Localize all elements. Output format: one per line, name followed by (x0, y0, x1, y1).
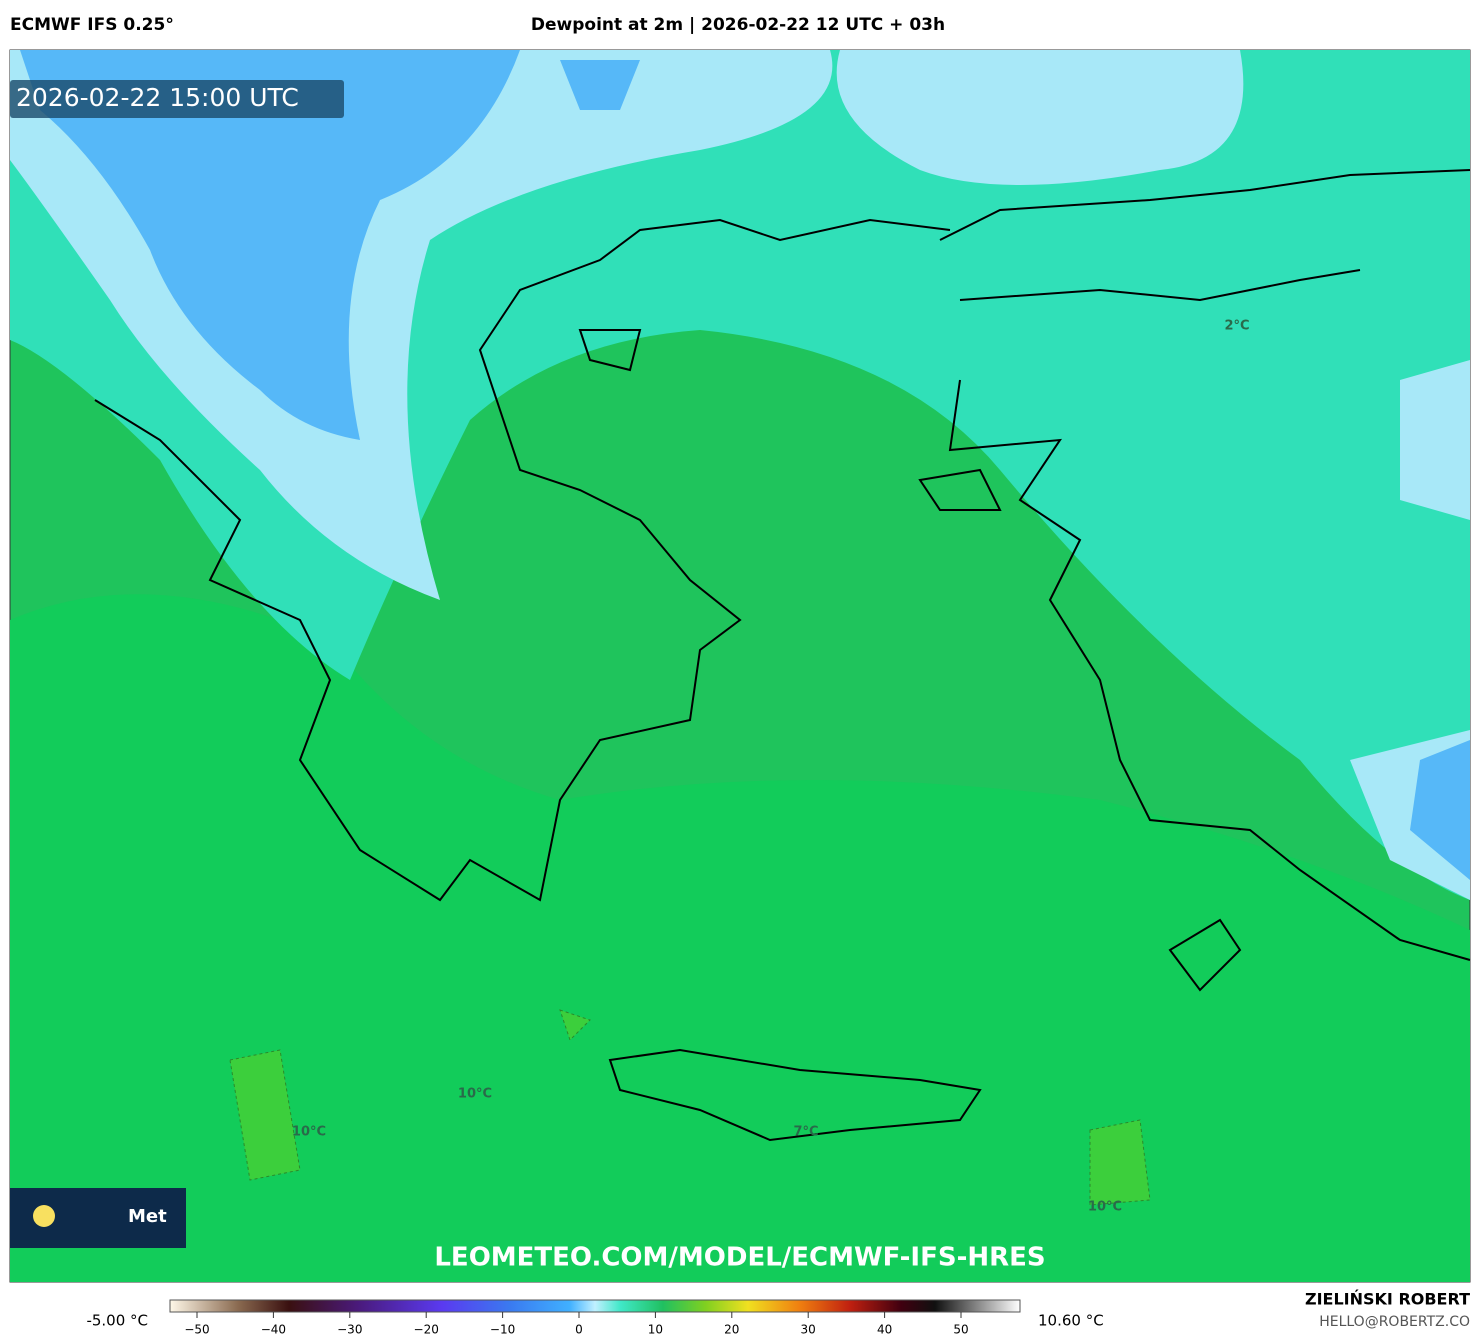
coastlines (94, 169, 1471, 1142)
contour-label: 10°C (1088, 1200, 1122, 1215)
colorbar-tick-label: 50 (953, 1323, 968, 1337)
map-title: Dewpoint at 2m | 2026-02-22 12 UTC + 03h (531, 15, 945, 35)
colorbar-tick-label: −30 (337, 1323, 362, 1337)
contour-label: 10°C (292, 1125, 326, 1140)
colorbar-tick-label: −50 (184, 1323, 209, 1337)
credit-name: ZIELIŃSKI ROBERT (1305, 1290, 1470, 1309)
colorbar (169, 1299, 1021, 1313)
credit-email: HELLO@ROBERTZ.CO (1319, 1314, 1470, 1330)
watermark: LEOMETEO.COM/MODEL/ECMWF-IFS-HRES (434, 1243, 1045, 1273)
model-name: ECMWF IFS 0.25° (10, 15, 174, 35)
colorbar-tick-label: −20 (414, 1323, 439, 1337)
region-blue (20, 50, 1470, 880)
colorbar-tick-label: −10 (490, 1323, 515, 1337)
colorbar-tick-label: 0 (575, 1323, 583, 1337)
logo-text: Met (128, 1206, 167, 1227)
contour-label: 7°C (793, 1125, 818, 1140)
region-light-blue (10, 50, 1470, 900)
colorbar-tick-label: 20 (724, 1323, 739, 1337)
colorbar-tick-label: 10 (648, 1323, 663, 1337)
logo-sun (33, 1205, 55, 1227)
region-green (10, 594, 1470, 1282)
timestamp: 2026-02-22 15:00 UTC (16, 83, 299, 112)
colorbar-tick-label: 40 (877, 1323, 892, 1337)
contour-label: 2°C (1224, 319, 1249, 334)
contour-label: 10°C (458, 1087, 492, 1102)
colorbar-tick-label: −40 (261, 1323, 286, 1337)
region-warm (229, 1009, 1151, 1206)
map: 2026-02-22 15:00 UTC Met LEOMETEO.COM/MO… (9, 49, 1471, 1283)
colorbar-max: 10.60 °C (1038, 1312, 1104, 1330)
colorbar-tick-label: 30 (801, 1323, 816, 1337)
colorbar-min: -5.00 °C (86, 1312, 148, 1330)
timestamp-box (10, 80, 344, 118)
